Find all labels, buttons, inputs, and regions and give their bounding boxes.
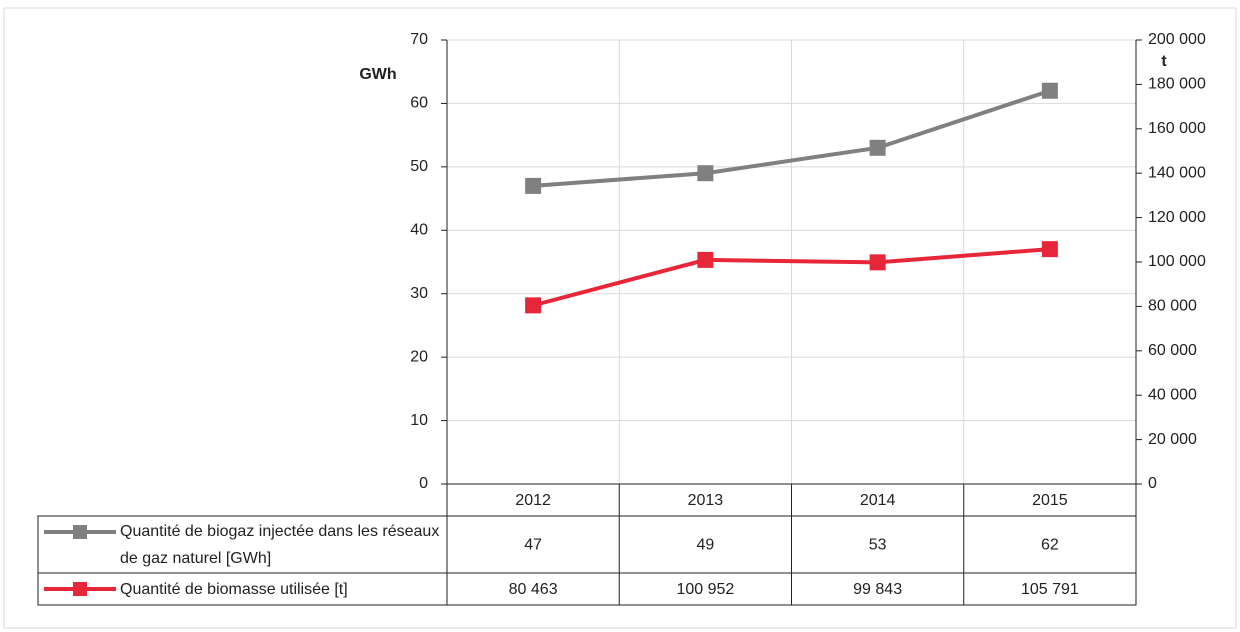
y2-tick-label: 120 000 bbox=[1148, 209, 1206, 226]
y-tick-label: 50 bbox=[410, 158, 428, 175]
marker bbox=[1041, 241, 1058, 258]
y-axis-label: GWh bbox=[359, 66, 396, 83]
y2-tick-label: 180 000 bbox=[1148, 76, 1206, 93]
table-value: 100 952 bbox=[676, 581, 734, 598]
marker bbox=[697, 251, 714, 268]
legend-key-marker bbox=[73, 525, 87, 539]
x-tick-label: 2013 bbox=[688, 492, 724, 509]
y-tick-label: 30 bbox=[410, 285, 428, 302]
legend-text: Quantité de biogaz injectée dans les rés… bbox=[120, 523, 440, 567]
table-value: 105 791 bbox=[1021, 581, 1079, 598]
y2-axis-label: t bbox=[1161, 53, 1167, 70]
y2-tick-label: 140 000 bbox=[1148, 164, 1206, 181]
marker bbox=[869, 254, 886, 271]
y2-tick-label: 160 000 bbox=[1148, 120, 1206, 137]
table-row bbox=[37, 572, 1137, 606]
series-line bbox=[532, 88, 1051, 188]
table-value: 49 bbox=[696, 537, 714, 554]
marker bbox=[525, 177, 542, 194]
y2-tick-label: 200 000 bbox=[1148, 31, 1206, 48]
y2-tick-label: 0 bbox=[1148, 475, 1157, 492]
marker bbox=[697, 165, 714, 182]
legend-label: Quantité de biomasse utilisée [t] bbox=[120, 581, 348, 598]
y-tick-label: 40 bbox=[410, 222, 428, 239]
legend-text: Quantité de biomasse utilisée [t] bbox=[120, 581, 348, 598]
y2-tick-label: 80 000 bbox=[1148, 298, 1197, 315]
marker bbox=[525, 297, 542, 314]
y2-tick-label: 100 000 bbox=[1148, 253, 1206, 270]
table-value: 62 bbox=[1041, 537, 1059, 554]
y2-tick-label: 60 000 bbox=[1148, 342, 1197, 359]
y-tick-label: 20 bbox=[410, 348, 428, 365]
x-tick-label: 2015 bbox=[1032, 492, 1068, 509]
marker bbox=[1041, 82, 1058, 99]
chart-border bbox=[3, 7, 1237, 629]
table-value: 47 bbox=[524, 537, 542, 554]
x-tick-label: 2012 bbox=[515, 492, 551, 509]
series-line bbox=[532, 247, 1051, 308]
y-tick-label: 70 bbox=[410, 31, 428, 48]
legend-label: Quantité de biogaz injectée dans les rés… bbox=[120, 523, 440, 567]
y2-tick-label: 20 000 bbox=[1148, 431, 1197, 448]
y2-tick-label: 40 000 bbox=[1148, 386, 1197, 403]
table-value: 80 463 bbox=[509, 581, 558, 598]
legend-key-marker bbox=[73, 582, 87, 596]
table-value: 53 bbox=[869, 537, 887, 554]
table-value: 99 843 bbox=[853, 581, 902, 598]
y-tick-label: 60 bbox=[410, 95, 428, 112]
y-tick-label: 10 bbox=[410, 412, 428, 429]
marker bbox=[869, 139, 886, 156]
y-tick-label: 0 bbox=[419, 475, 428, 492]
x-tick-label: 2014 bbox=[860, 492, 896, 509]
